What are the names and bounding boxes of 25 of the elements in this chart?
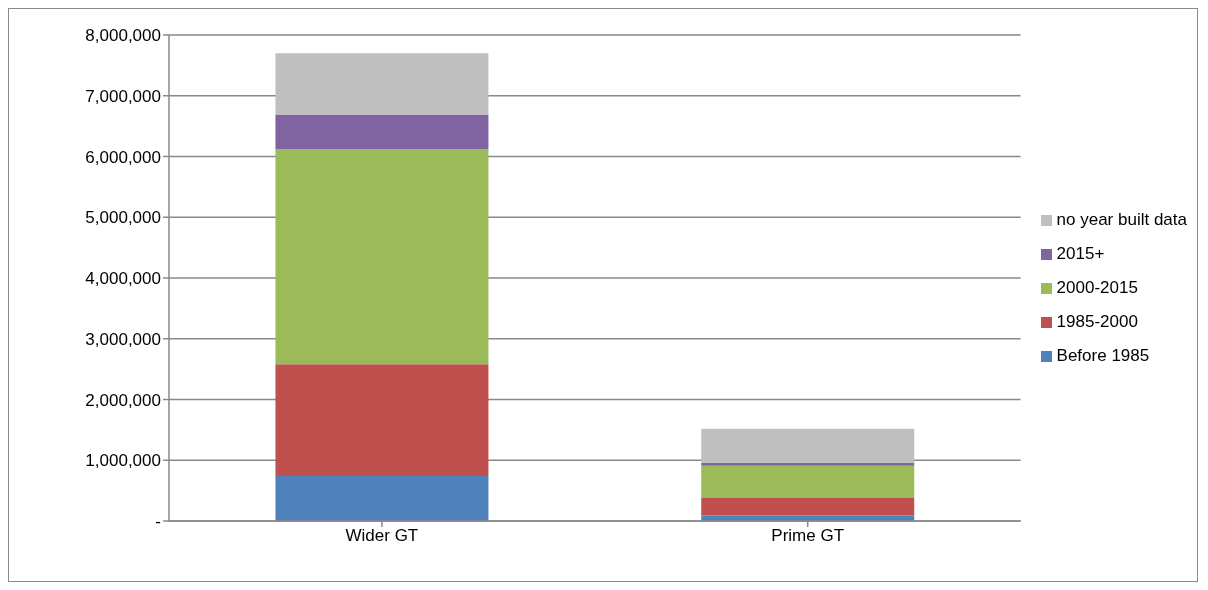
bar [701,428,915,463]
x-tick-label: Wider GT [345,526,419,546]
y-tick-label: 7,000,000 [85,86,161,106]
bar [275,476,489,521]
bar [275,114,489,150]
y-tick-label: 1,000,000 [85,451,161,471]
y-tick-label: 2,000,000 [85,390,161,410]
bar [275,53,489,115]
legend-label: 1985-2000 [1056,312,1138,332]
bar [701,497,915,516]
y-tick-label: 6,000,000 [85,147,161,167]
y-tick-label: 8,000,000 [85,26,161,46]
bar [701,465,915,498]
y-tick-label: 5,000,000 [85,208,161,228]
legend-label: Before 1985 [1056,346,1150,366]
y-tick-label: 4,000,000 [85,269,161,289]
bar [275,364,489,477]
legend-label: 2000-2015 [1056,278,1138,298]
y-tick-label: 3,000,000 [85,329,161,349]
x-tick-label: Prime GT [771,526,845,546]
bar [701,462,915,466]
y-tick-label: - [155,512,161,532]
legend-label: no year built data [1056,210,1187,230]
bar [275,149,489,365]
legend-label: 2015+ [1056,244,1105,264]
